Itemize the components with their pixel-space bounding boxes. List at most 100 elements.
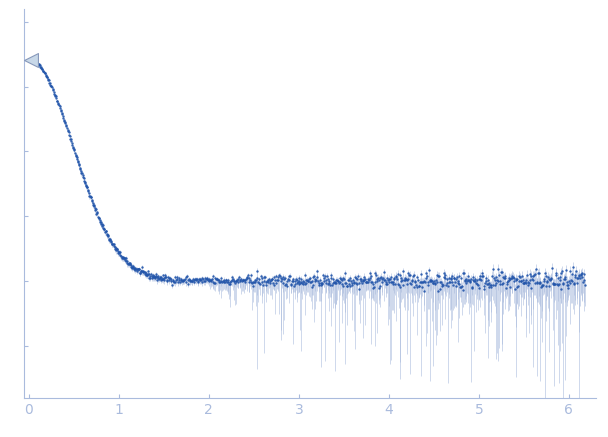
Point: [575, 274, 585, 281]
Point: [52, 95, 61, 102]
Point: [561, 274, 570, 281]
Point: [263, 278, 273, 285]
Point: [362, 279, 372, 286]
Point: [57, 109, 66, 116]
Point: [282, 283, 291, 290]
Point: [493, 265, 503, 272]
Point: [164, 277, 173, 284]
Point: [60, 118, 69, 125]
Point: [261, 278, 271, 285]
Point: [102, 232, 111, 239]
Point: [356, 276, 366, 283]
Point: [339, 282, 348, 289]
Point: [577, 270, 587, 277]
Point: [261, 281, 271, 288]
Point: [170, 278, 180, 285]
Point: [92, 210, 102, 217]
Point: [396, 277, 406, 284]
Point: [279, 275, 289, 282]
Point: [468, 283, 477, 290]
Point: [376, 273, 386, 280]
Point: [460, 276, 469, 283]
Point: [324, 277, 334, 284]
Point: [186, 277, 196, 284]
Point: [61, 122, 71, 129]
Point: [536, 284, 546, 291]
Point: [497, 269, 507, 276]
Point: [380, 276, 390, 283]
Point: [393, 270, 402, 277]
Point: [286, 281, 295, 288]
Point: [451, 282, 461, 289]
Point: [167, 276, 176, 283]
Point: [266, 277, 275, 284]
Point: [387, 279, 396, 286]
Point: [85, 193, 94, 200]
Point: [481, 277, 491, 284]
Point: [480, 283, 489, 290]
Point: [48, 87, 58, 94]
Point: [342, 282, 352, 289]
Point: [71, 153, 81, 160]
Point: [156, 276, 166, 283]
Point: [118, 254, 128, 261]
Point: [69, 145, 78, 152]
Point: [354, 280, 364, 287]
Point: [442, 279, 452, 286]
Point: [353, 272, 363, 279]
Point: [179, 277, 188, 284]
Point: [449, 274, 458, 281]
Point: [578, 278, 588, 285]
Point: [203, 277, 213, 284]
Point: [303, 277, 313, 284]
Point: [275, 272, 285, 279]
Point: [276, 274, 286, 281]
Point: [415, 278, 425, 285]
Point: [207, 276, 217, 283]
Point: [75, 166, 85, 173]
Point: [375, 276, 384, 283]
Point: [428, 280, 438, 287]
Point: [508, 272, 517, 279]
Point: [451, 276, 460, 283]
Point: [312, 268, 322, 275]
Point: [82, 184, 92, 191]
Point: [159, 274, 168, 281]
Point: [374, 285, 384, 292]
Point: [267, 276, 277, 283]
Point: [148, 272, 158, 279]
Point: [565, 280, 575, 287]
Point: [355, 275, 365, 282]
Point: [254, 278, 263, 285]
Point: [43, 77, 53, 84]
Point: [94, 215, 104, 222]
Point: [334, 280, 344, 287]
Point: [35, 62, 44, 69]
Point: [335, 279, 345, 286]
Point: [83, 187, 93, 194]
Point: [192, 276, 202, 283]
Point: [447, 272, 457, 279]
Point: [278, 280, 288, 287]
Point: [199, 277, 209, 284]
Point: [120, 256, 130, 263]
Point: [490, 281, 500, 288]
Point: [280, 274, 289, 281]
Point: [531, 266, 541, 273]
Point: [167, 281, 177, 288]
Point: [130, 264, 140, 271]
Point: [373, 274, 383, 281]
Point: [461, 280, 471, 287]
Point: [506, 275, 516, 282]
Point: [424, 267, 434, 274]
Point: [357, 279, 367, 286]
Point: [44, 79, 54, 86]
Point: [254, 279, 264, 286]
Point: [340, 270, 350, 277]
Point: [477, 270, 487, 277]
Point: [537, 282, 547, 289]
Point: [302, 277, 312, 284]
Point: [487, 272, 497, 279]
Point: [100, 225, 109, 232]
Point: [65, 136, 75, 143]
